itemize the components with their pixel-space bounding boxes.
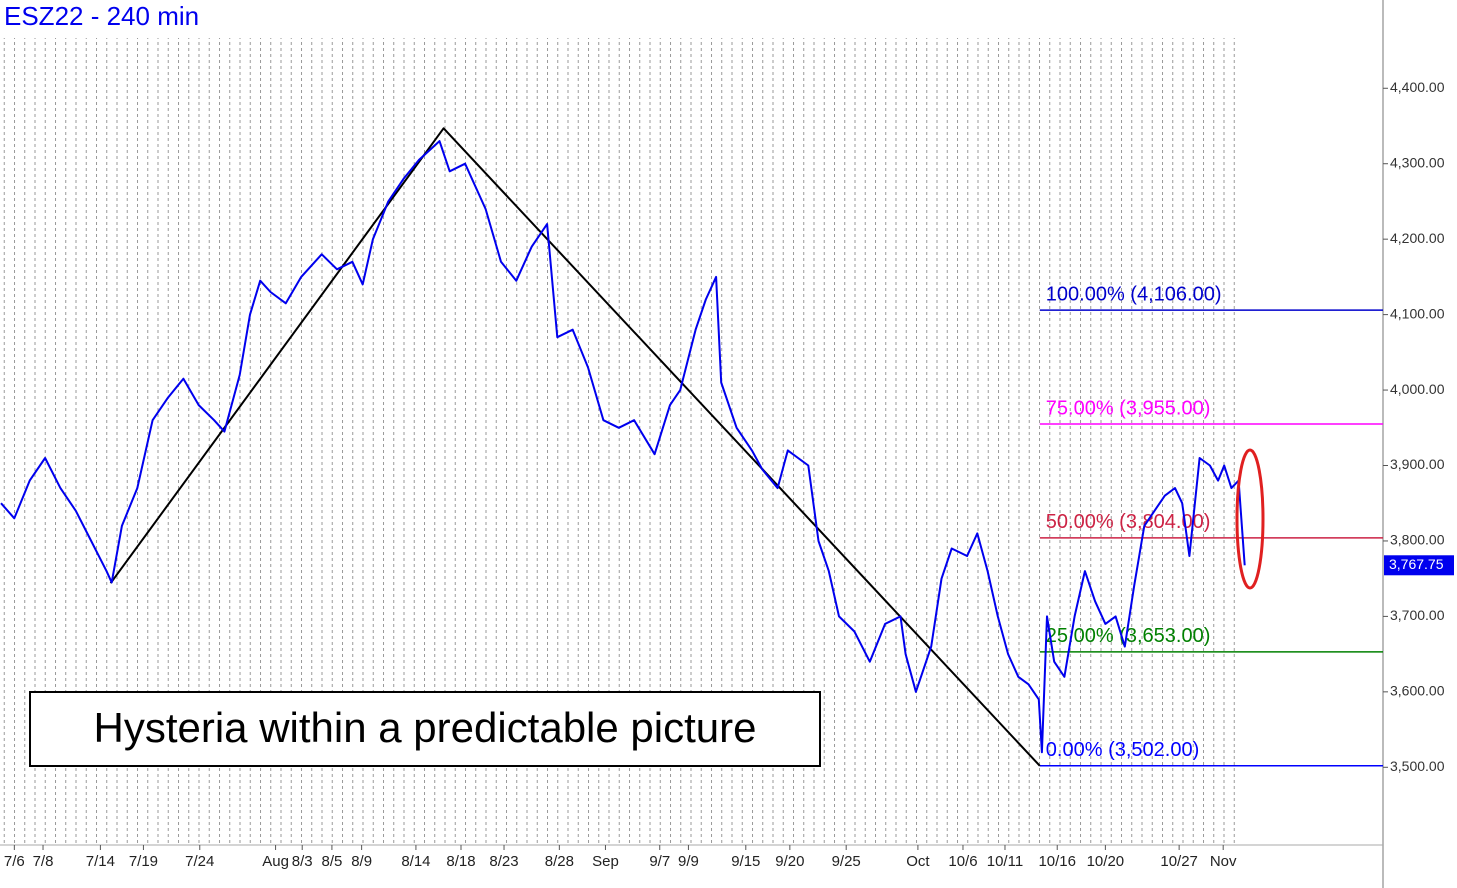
x-tick-label: 8/23 <box>489 853 518 870</box>
annotation-box <box>29 691 821 767</box>
y-tick-label: 3,700.00 <box>1390 607 1445 623</box>
y-tick-label: 3,600.00 <box>1390 683 1445 699</box>
x-tick-label: 8/28 <box>545 853 574 870</box>
annotation: Hysteria within a predictable picture <box>94 704 757 751</box>
fib-label: 25.00% (3,653.00) <box>1046 625 1211 647</box>
trendline <box>109 127 1041 767</box>
x-tick-label: 7/8 <box>33 853 54 870</box>
x-tick-label: Nov <box>1210 853 1237 870</box>
fib-label: 0.00% (3,502.00) <box>1046 739 1199 761</box>
last-price-box <box>1384 555 1454 576</box>
x-tick-label: 10/20 <box>1087 853 1125 870</box>
y-tick-label: 3,500.00 <box>1390 758 1445 774</box>
x-tick-label: 7/6 <box>4 853 25 870</box>
chart-title: ESZ22 - 240 min <box>4 1 199 31</box>
x-tick-label: 9/9 <box>678 853 699 870</box>
x-tick-label: 9/15 <box>731 853 760 870</box>
highlight-ellipse <box>1235 448 1265 590</box>
x-tick-label: 8/5 <box>321 853 342 870</box>
x-tick-label: 9/7 <box>649 853 670 870</box>
x-tick-label: 7/14 <box>86 853 115 870</box>
x-tick-label: 9/25 <box>832 853 861 870</box>
y-tick-label: 4,100.00 <box>1390 305 1445 321</box>
x-tick-label: 8/3 <box>292 853 313 870</box>
y-tick-label: 4,400.00 <box>1390 79 1445 95</box>
x-tick-label: 10/6 <box>948 853 977 870</box>
x-tick-label: 8/14 <box>401 853 430 870</box>
x-tick-label: 10/16 <box>1038 853 1076 870</box>
y-tick-label: 3,800.00 <box>1390 532 1445 548</box>
fib-label: 75.00% (3,955.00) <box>1046 397 1211 419</box>
x-tick-label: 9/20 <box>775 853 804 870</box>
x-tick-label: Oct <box>906 853 930 870</box>
x-tick-label: 7/24 <box>185 853 214 870</box>
plot: 3,500.00 3,600.00 3,700.00 3,800.00 3,900.00… <box>0 79 1454 870</box>
last-price-label: 3,767.75 <box>1389 556 1444 572</box>
fib-label: 100.00% (4,106.00) <box>1046 283 1222 305</box>
x-tick-label: Aug <box>262 853 289 870</box>
x-tick-label: 10/27 <box>1160 853 1198 870</box>
y-tick-label: 4,200.00 <box>1390 230 1445 246</box>
fib-label: 50.00% (3,804.00) <box>1046 511 1211 533</box>
x-tick-label: 7/19 <box>129 853 158 870</box>
x-tick-label: Sep <box>592 853 619 870</box>
x-tick-label: 10/11 <box>987 853 1023 870</box>
y-tick-label: 3,900.00 <box>1390 456 1445 472</box>
y-tick-label: 4,000.00 <box>1390 381 1445 397</box>
price-line <box>0 140 1246 754</box>
x-tick-label: 8/9 <box>351 853 372 870</box>
x-tick-label: 8/18 <box>446 853 475 870</box>
y-tick-label: 4,300.00 <box>1390 154 1445 170</box>
